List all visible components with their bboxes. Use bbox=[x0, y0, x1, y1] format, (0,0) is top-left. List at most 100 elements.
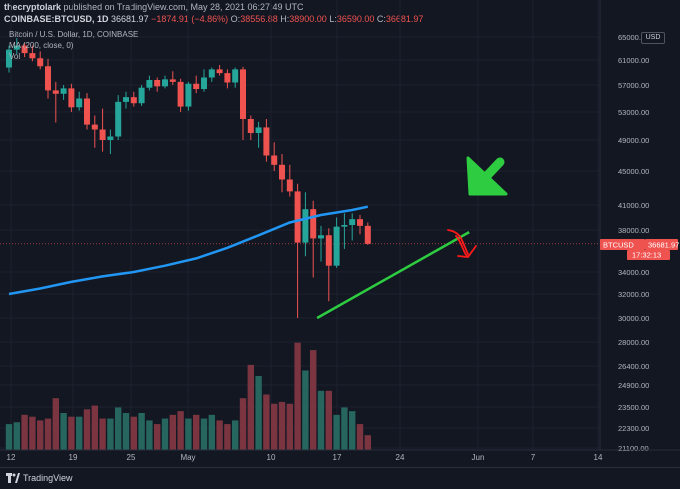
candle bbox=[318, 225, 324, 262]
candle bbox=[216, 65, 223, 76]
volume-bar bbox=[302, 370, 309, 450]
volume-bar bbox=[239, 398, 247, 450]
volume-bar bbox=[169, 414, 176, 450]
volume-bar bbox=[278, 401, 286, 450]
price-tick-label: 49000.00 bbox=[618, 136, 649, 145]
candle bbox=[325, 228, 332, 302]
volume-bar bbox=[13, 422, 20, 450]
date-tick-label: 10 bbox=[267, 453, 276, 462]
volume-bar bbox=[208, 414, 215, 450]
open-value: 38556.88 bbox=[240, 14, 278, 24]
candle bbox=[84, 93, 90, 130]
candle bbox=[45, 58, 51, 99]
candle bbox=[302, 192, 309, 257]
candle bbox=[169, 71, 176, 85]
candle bbox=[91, 115, 98, 148]
price-tick-label: 24900.00 bbox=[618, 381, 649, 390]
price-change: −1874.91 (−4.86%) bbox=[151, 14, 229, 24]
candle bbox=[76, 91, 83, 111]
volume-bar bbox=[154, 424, 161, 450]
last-price: 36681.97 bbox=[111, 14, 149, 24]
symbol-name: COINBASE:BTCUSD, 1D bbox=[4, 14, 109, 24]
candle bbox=[52, 81, 59, 123]
date-tick-label: 14 bbox=[594, 453, 603, 462]
date-tick-label: 7 bbox=[531, 453, 536, 462]
candle bbox=[37, 51, 44, 70]
candle bbox=[130, 91, 137, 107]
candles[interactable] bbox=[6, 38, 371, 318]
price-tick-label: 32000.00 bbox=[618, 290, 649, 299]
volume-bar bbox=[130, 416, 137, 450]
price-tick-label: 21100.00 bbox=[618, 444, 649, 453]
candle bbox=[263, 119, 270, 162]
price-tick-label: 28000.00 bbox=[618, 338, 649, 347]
candle bbox=[271, 142, 278, 171]
price-tick-label: 41000.00 bbox=[618, 201, 649, 210]
candle bbox=[357, 215, 363, 235]
ohlc-info: COINBASE:BTCUSD, 1D 36681.97 −1874.91 (−… bbox=[4, 14, 424, 24]
candle bbox=[279, 153, 285, 193]
volume-bar bbox=[76, 416, 83, 450]
date-tick-label: Jun bbox=[472, 453, 485, 462]
volume-bar bbox=[341, 407, 348, 450]
price-tick-label: 22300.00 bbox=[618, 424, 649, 433]
volume-bar bbox=[115, 407, 122, 450]
candle bbox=[286, 164, 293, 197]
ma-line bbox=[8, 205, 369, 296]
candle bbox=[224, 69, 231, 89]
candle bbox=[177, 78, 184, 112]
candle bbox=[341, 213, 348, 249]
volume-bar bbox=[232, 420, 239, 450]
date-tick-label: 19 bbox=[69, 453, 78, 462]
volume-bars bbox=[5, 342, 371, 450]
volume-bar bbox=[185, 418, 192, 450]
date-axis[interactable]: 12 19 25 May 10 17 24 Jun 7 14 bbox=[7, 453, 603, 462]
candle bbox=[123, 91, 129, 109]
volume-bar bbox=[224, 424, 231, 450]
candle bbox=[201, 69, 207, 92]
candle bbox=[21, 42, 28, 58]
price-tick-label: 65000.00 bbox=[618, 33, 649, 42]
green-arrow-annotation bbox=[466, 156, 508, 196]
volume-bar bbox=[21, 414, 28, 450]
candle bbox=[349, 213, 356, 241]
volume-bar bbox=[52, 398, 59, 450]
date-tick-label: 25 bbox=[127, 453, 136, 462]
price-axis[interactable]: 65000.00 61000.00 57000.00 53000.00 49000.00… bbox=[618, 33, 649, 453]
legend-ma: MA (200, close, 0) bbox=[9, 41, 74, 50]
volume-bar bbox=[107, 418, 114, 450]
candle bbox=[185, 81, 192, 111]
volume-bar bbox=[247, 364, 254, 450]
candle bbox=[115, 95, 122, 140]
volume-bar bbox=[333, 414, 340, 450]
candle bbox=[310, 200, 317, 278]
candle bbox=[162, 75, 168, 89]
volume-bar bbox=[255, 376, 262, 450]
volume-bar bbox=[146, 420, 153, 450]
candle bbox=[68, 83, 75, 112]
candle bbox=[154, 77, 161, 92]
volume-bar bbox=[294, 342, 301, 450]
tradingview-logo-icon bbox=[6, 473, 20, 483]
volume-bar bbox=[138, 413, 145, 450]
currency-badge[interactable]: USD bbox=[641, 32, 665, 44]
volume-bar bbox=[60, 413, 67, 450]
price-tick-label: 61000.00 bbox=[618, 56, 649, 65]
footer-bar: TradingView bbox=[0, 467, 680, 489]
price-tag-symbol: BTCUSD bbox=[603, 241, 634, 250]
chart-grid bbox=[0, 0, 600, 450]
date-tick-label: 17 bbox=[333, 453, 342, 462]
candle bbox=[294, 183, 301, 318]
legend-title: Bitcoin / U.S. Dollar, 1D, COINBASE bbox=[9, 30, 139, 39]
candle bbox=[60, 85, 67, 100]
price-chart[interactable]: 65000.00 61000.00 57000.00 53000.00 49000.00… bbox=[0, 0, 680, 467]
candle bbox=[138, 85, 145, 106]
candle bbox=[208, 67, 215, 82]
high-value: 38900.00 bbox=[289, 14, 327, 24]
red-arrow-annotation bbox=[447, 229, 477, 258]
volume-bar bbox=[193, 414, 200, 450]
volume-bar bbox=[364, 435, 371, 450]
tradingview-brand: TradingView bbox=[23, 473, 73, 483]
volume-bar bbox=[325, 390, 332, 450]
publish-date: published on TradingView.com, May 28, 20… bbox=[63, 2, 304, 12]
